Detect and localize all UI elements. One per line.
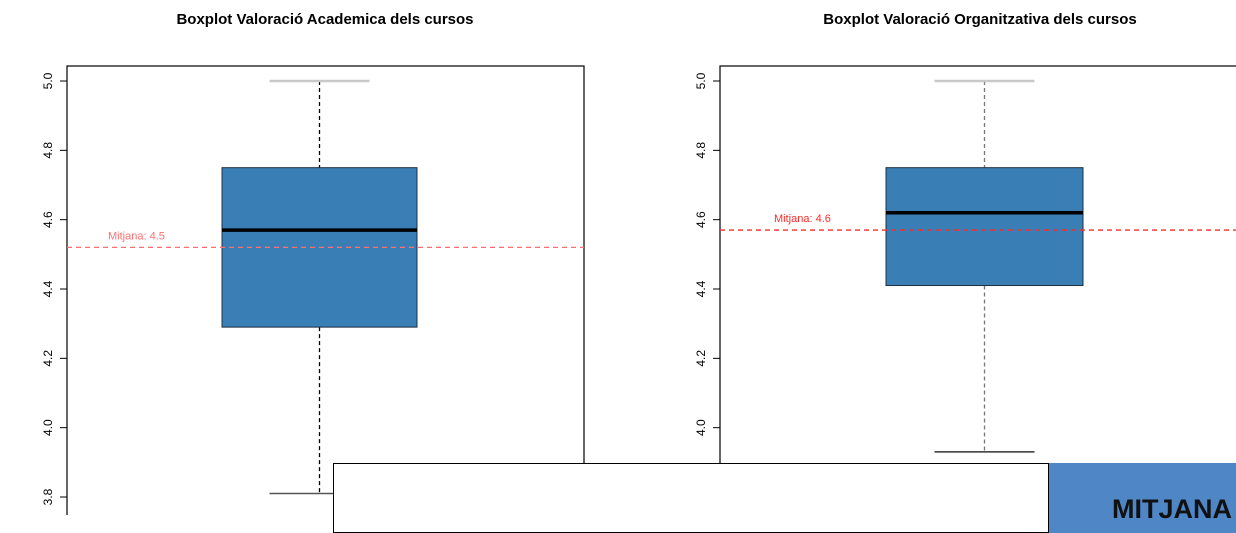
- overlay-white-panel: [333, 463, 1049, 533]
- y-tick-label: 4.4: [41, 280, 55, 297]
- y-tick-label: 5.0: [41, 72, 55, 89]
- y-tick-label: 4.6: [694, 211, 708, 228]
- chart-title: Boxplot Valoració Academica dels cursos: [176, 11, 473, 28]
- mean-label: Mitjana: 4.5: [108, 230, 165, 242]
- y-tick-label: 4.8: [694, 142, 708, 159]
- y-tick-label: 4.0: [694, 419, 708, 436]
- chart-canvas: Boxplot Valoració Academica dels cursos 3…: [41, 11, 1236, 515]
- organizational-boxplot: Boxplot Valoració Organitzativa dels cur…: [694, 11, 1236, 515]
- y-tick-label: 4.8: [41, 142, 55, 159]
- plot-frame: [719, 65, 1236, 515]
- academic-boxplot: Boxplot Valoració Academica dels cursos 3…: [41, 11, 585, 515]
- y-tick-label: 4.6: [41, 211, 55, 228]
- y-tick-label: 4.2: [41, 350, 55, 367]
- y-tick-label: 4.0: [41, 419, 55, 436]
- y-tick-label: 3.8: [41, 488, 55, 505]
- mean-label: Mitjana: 4.6: [774, 213, 831, 225]
- iqr-box: [885, 167, 1084, 287]
- plot-frame: [66, 65, 585, 515]
- overlay-label: MITJANA: [1112, 494, 1232, 524]
- y-tick-label: 5.0: [694, 72, 708, 89]
- chart-title: Boxplot Valoració Organitzativa dels cur…: [823, 11, 1136, 28]
- y-tick-label: 4.4: [694, 280, 708, 297]
- y-tick-label: 4.2: [694, 350, 708, 367]
